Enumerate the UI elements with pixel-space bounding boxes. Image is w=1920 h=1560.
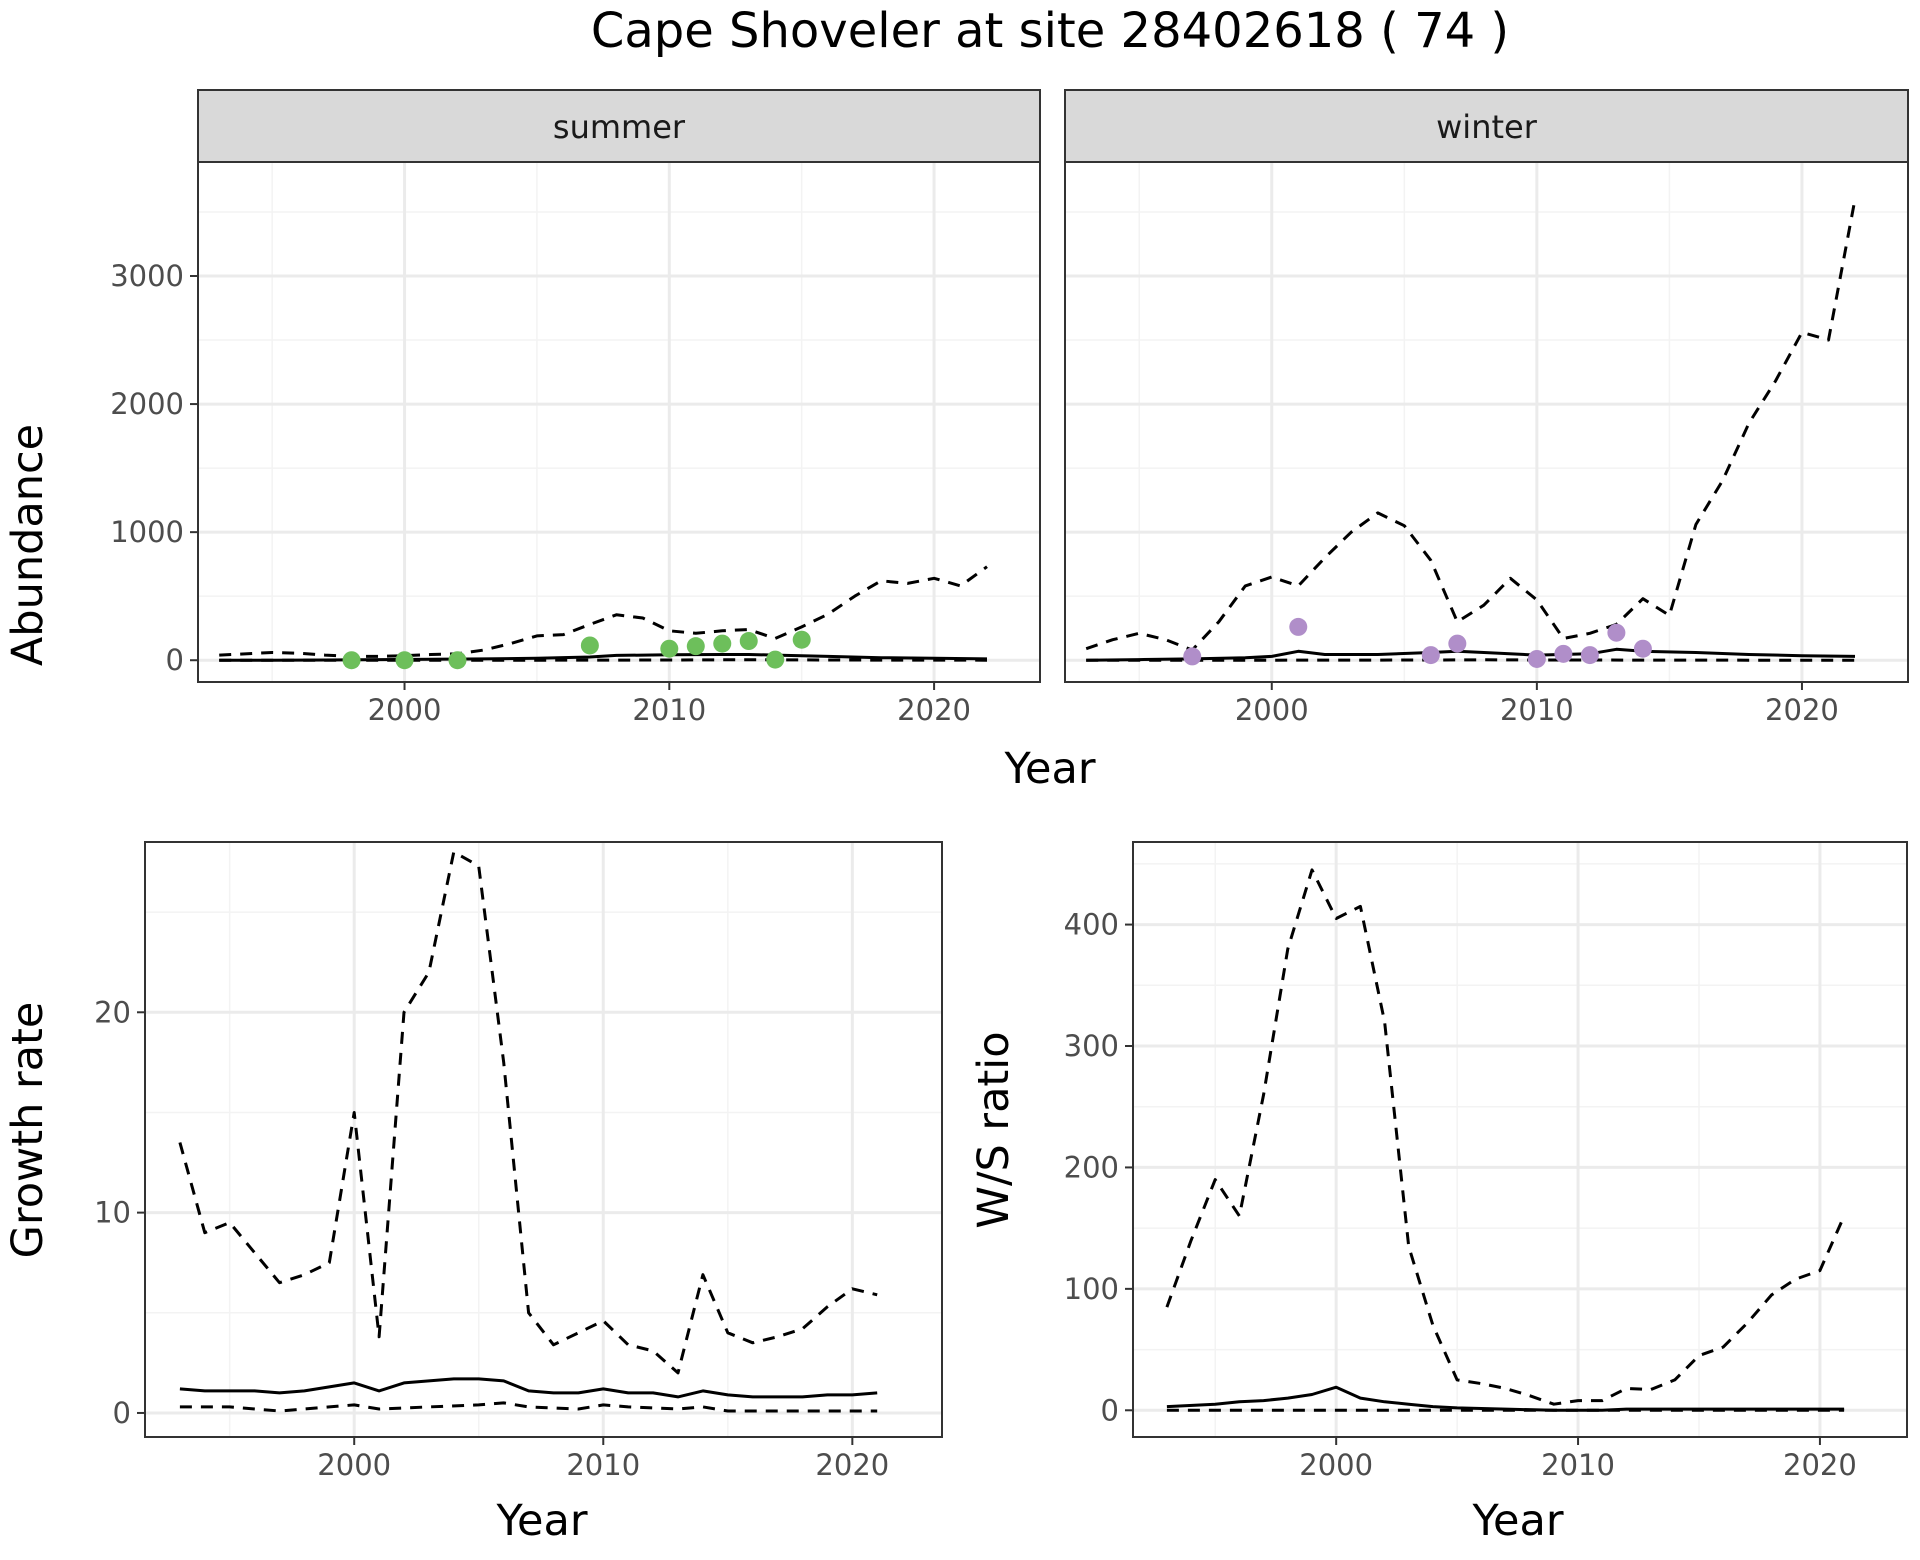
series-group [1085,198,1857,668]
data-point [739,632,758,651]
panel-border [144,841,943,1438]
series-line-solid [1166,1385,1845,1412]
x-tick-label: 2010 [632,693,706,727]
facet-strip-label: winter [1436,108,1538,146]
top-x-axis-title: Year [1003,744,1095,794]
y-tick-label: 0 [1101,1393,1119,1427]
ratio-x-axis-title: Year [1471,1496,1563,1546]
panel-border [1132,841,1908,1438]
series-line-dashed [1165,868,1846,1406]
data-point [1289,617,1308,636]
series-group [219,565,988,670]
x-tick-label: 2020 [897,693,971,727]
x-tick-label: 2000 [317,1448,391,1482]
x-tick-label: 2000 [368,693,442,727]
data-point [1527,649,1546,668]
y-tick-label: 200 [1064,1150,1119,1184]
x-tick-label: 2000 [1235,693,1309,727]
growth-x-axis-title: Year [495,1496,587,1546]
growth-y-axis-title: Growth rate [3,1002,53,1259]
data-point [1607,623,1626,642]
panel-ws_ratio: 2000 2010 2020 0 100 200 300 400 [1064,841,1908,1482]
data-point [792,630,811,649]
data-point [580,636,599,655]
panel-growth: 2000 2010 2020 0 10 20 [94,841,943,1482]
series-group [1165,868,1846,1412]
data-point [1183,647,1202,666]
series-line-dashed [178,850,878,1375]
x-tick-label: 2010 [566,1448,640,1482]
y-tick-label: 0 [166,643,184,677]
y-tick-label: 100 [1064,1272,1119,1306]
data-point [1580,646,1599,665]
series-line-dashed [219,565,988,658]
data-point [1448,634,1467,653]
data-point [1421,646,1440,665]
panel-border [197,161,1041,683]
ratio-y-axis-title: W/S ratio [969,1031,1019,1228]
series-line-dashed [179,1401,878,1413]
y-tick-label: 3000 [110,259,184,293]
data-point [342,651,361,670]
x-tick-label: 2010 [1541,1448,1615,1482]
series-group [178,850,878,1413]
data-point [448,651,467,670]
data-point [686,637,705,656]
facet-strip [197,89,1041,163]
facet-strip-label: summer [553,108,686,146]
series-line-dashed [1085,198,1857,652]
x-tick-label: 2000 [1299,1448,1373,1482]
y-tick-label: 1000 [110,515,184,549]
y-tick-label: 300 [1064,1029,1119,1063]
data-point [766,650,785,669]
panel-summer: summer 2000 2010 2020 0 1000 2000 3000 [110,89,1041,727]
data-point [660,639,679,658]
panel-border [1064,161,1909,683]
series-line-solid [179,1377,878,1399]
x-tick-label: 2010 [1500,693,1574,727]
data-point [395,651,414,670]
x-tick-label: 2020 [1783,1448,1857,1482]
data-point [713,634,732,653]
series-line-dashed [219,658,988,662]
x-tick-label: 2020 [815,1448,889,1482]
data-point [1554,644,1573,663]
data-point [1633,639,1652,658]
y-tick-label: 20 [94,995,131,1029]
y-tick-label: 10 [94,1196,131,1230]
panel-winter: winter 2000 2010 2020 [1064,89,1909,727]
top-y-axis-title: Abundance [3,424,53,666]
x-tick-label: 2020 [1765,693,1839,727]
y-tick-label: 400 [1064,908,1119,942]
y-tick-label: 0 [113,1396,131,1430]
y-tick-label: 2000 [110,387,184,421]
chart-title: Cape Shoveler at site 28402618 ( 74 ) [591,3,1509,59]
